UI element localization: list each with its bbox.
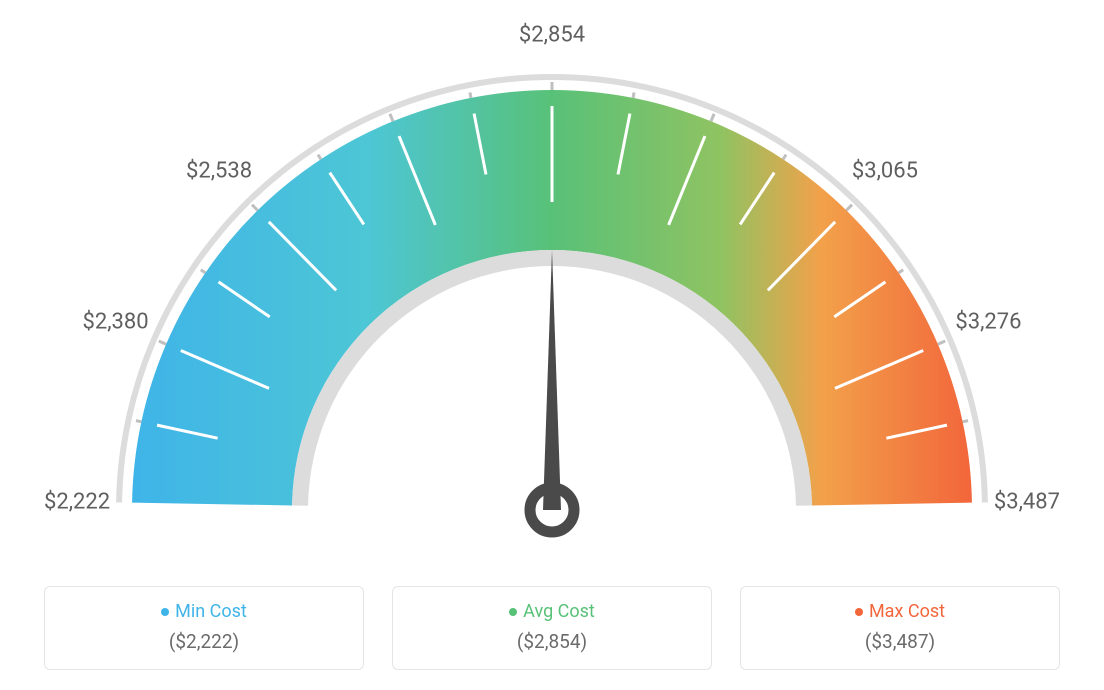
chart-container: $2,222 $2,380 $2,538 $2,854 $3,065 $3,276 $3,4… — [0, 0, 1104, 690]
gauge-tick-label: $2,854 — [519, 23, 585, 48]
dot-icon — [509, 608, 517, 616]
legend-value-min: ($2,222) — [63, 630, 345, 653]
dot-icon — [855, 608, 863, 616]
legend-title-max: Max Cost — [855, 601, 945, 622]
legend-title-min: Min Cost — [161, 601, 247, 622]
legend-card-max: Max Cost ($3,487) — [740, 586, 1060, 671]
legend-value-avg: ($2,854) — [411, 630, 693, 653]
gauge-tick-label: $2,222 — [44, 489, 110, 514]
dot-icon — [161, 608, 169, 616]
legend-card-avg: Avg Cost ($2,854) — [392, 586, 712, 671]
gauge: $2,222 $2,380 $2,538 $2,854 $3,065 $3,276 $3,4… — [0, 0, 1104, 560]
gauge-tick-label: $2,538 — [186, 159, 252, 184]
gauge-tick-label: $3,065 — [852, 159, 918, 184]
legend-value-max: ($3,487) — [759, 630, 1041, 653]
legend-title-avg: Avg Cost — [509, 601, 595, 622]
gauge-svg — [0, 0, 1104, 560]
legend-title-text: Max Cost — [869, 601, 945, 622]
legend-row: Min Cost ($2,222) Avg Cost ($2,854) Max … — [0, 586, 1104, 671]
gauge-tick-label: $3,276 — [955, 310, 1021, 335]
legend-card-min: Min Cost ($2,222) — [44, 586, 364, 671]
gauge-tick-label: $3,487 — [994, 489, 1060, 514]
legend-title-text: Min Cost — [175, 601, 247, 622]
gauge-tick-label: $2,380 — [82, 310, 148, 335]
legend-title-text: Avg Cost — [523, 601, 595, 622]
